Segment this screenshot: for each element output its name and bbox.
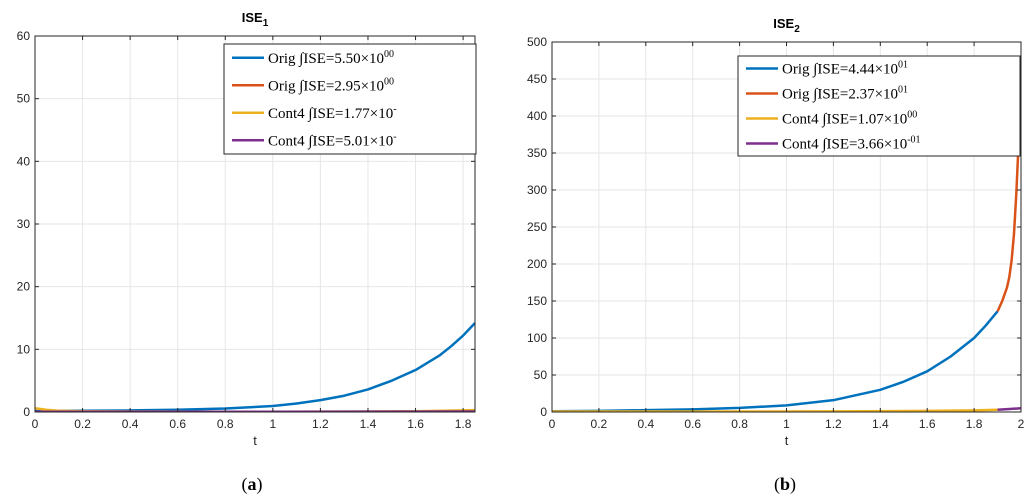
legend-entry-2: Orig ∫ISE=2.95×1000 (268, 76, 394, 94)
legend-entry-2: Orig ∫ISE=2.37×1001 (782, 85, 908, 103)
x-tick-label: 0.2 (74, 417, 91, 431)
x-tick-label: 1.8 (966, 417, 983, 431)
chart-title: ISE2 (773, 16, 800, 35)
y-tick-label: 40 (17, 154, 31, 168)
x-tick-label: 0.4 (637, 417, 654, 431)
x-axis-label: t (253, 433, 257, 448)
x-tick-label: 1.8 (455, 417, 472, 431)
x-tick-label: 0 (32, 417, 39, 431)
x-tick-label: 0 (549, 417, 556, 431)
legend: Orig ∫ISE=5.50×1000 Orig ∫ISE=2.95×1000 Co… (223, 43, 477, 155)
legend-entry-4: Cont4 ∫ISE=3.66×10-01 (782, 135, 921, 153)
y-tick-label: 20 (17, 280, 31, 294)
y-tick-label: 0 (540, 405, 547, 419)
chart-panel-1: 0 0.2 0.4 0.6 0.8 1 1.2 1.4 1.6 1.8 0 10 20 30 40 50 60 t… (17, 10, 477, 495)
y-tick-label: 0 (23, 405, 30, 419)
y-tick-label: 400 (527, 109, 547, 123)
x-tick-label: 0.6 (684, 417, 701, 431)
y-tick-label: 450 (527, 72, 547, 86)
x-tick-label: 1 (783, 417, 790, 431)
x-tick-label: 1 (269, 417, 276, 431)
x-tick-label: 1.2 (312, 417, 329, 431)
legend-entry-4: Cont4 ∫ISE=5.01×10- (268, 131, 397, 149)
x-tick-label: 0.8 (217, 417, 234, 431)
series-line-1 (35, 322, 475, 412)
y-tick-label: 200 (527, 257, 547, 271)
series-line-4 (997, 407, 1021, 412)
legend-entry-3: Cont4 ∫ISE=1.07×1000 (782, 110, 917, 128)
legend: Orig ∫ISE=4.44×1001 Orig ∫ISE=2.37×1001 Co… (737, 55, 1021, 157)
x-tick-label: 2 (1018, 417, 1025, 431)
chart-title: ISE1 (242, 10, 269, 29)
y-tick-label: 60 (17, 29, 31, 43)
y-tick-label: 150 (527, 294, 547, 308)
y-tick-label: 50 (534, 368, 548, 382)
panel-caption: (b) (774, 474, 796, 495)
x-tick-label: 0.8 (731, 417, 748, 431)
y-tick-label: 50 (17, 92, 31, 106)
x-tick-label: 0.6 (169, 417, 186, 431)
legend-box (223, 43, 477, 155)
chart-panel-2: 0 0.2 0.4 0.6 0.8 1 1.2 1.4 1.6 1.8 2 0 50 100 150 200 2… (527, 16, 1025, 495)
x-tick-label: 0.2 (591, 417, 608, 431)
y-tick-label: 300 (527, 183, 547, 197)
y-tick-label: 500 (527, 35, 547, 49)
x-tick-label: 1.4 (360, 417, 377, 431)
x-tick-label: 0.4 (122, 417, 139, 431)
x-axis-label: t (785, 433, 789, 448)
x-tick-label: 1.6 (919, 417, 936, 431)
series-line-2 (996, 75, 1021, 312)
y-tick-label: 250 (527, 220, 547, 234)
x-tick-label: 1.4 (872, 417, 889, 431)
legend-entry-1: Orig ∫ISE=5.50×1000 (268, 49, 394, 67)
x-tick-label: 1.2 (825, 417, 842, 431)
y-tick-label: 30 (17, 217, 31, 231)
x-tick-label: 1.6 (407, 417, 424, 431)
legend-entry-1: Orig ∫ISE=4.44×1001 (782, 60, 908, 78)
panel-caption: (a) (242, 474, 263, 495)
y-tick-label: 100 (527, 331, 547, 345)
y-tick-label: 350 (527, 146, 547, 160)
legend-entry-3: Cont4 ∫ISE=1.77×10- (268, 104, 397, 122)
series-line-1 (552, 310, 999, 412)
legend-box (737, 55, 1021, 157)
y-tick-label: 10 (17, 342, 31, 356)
